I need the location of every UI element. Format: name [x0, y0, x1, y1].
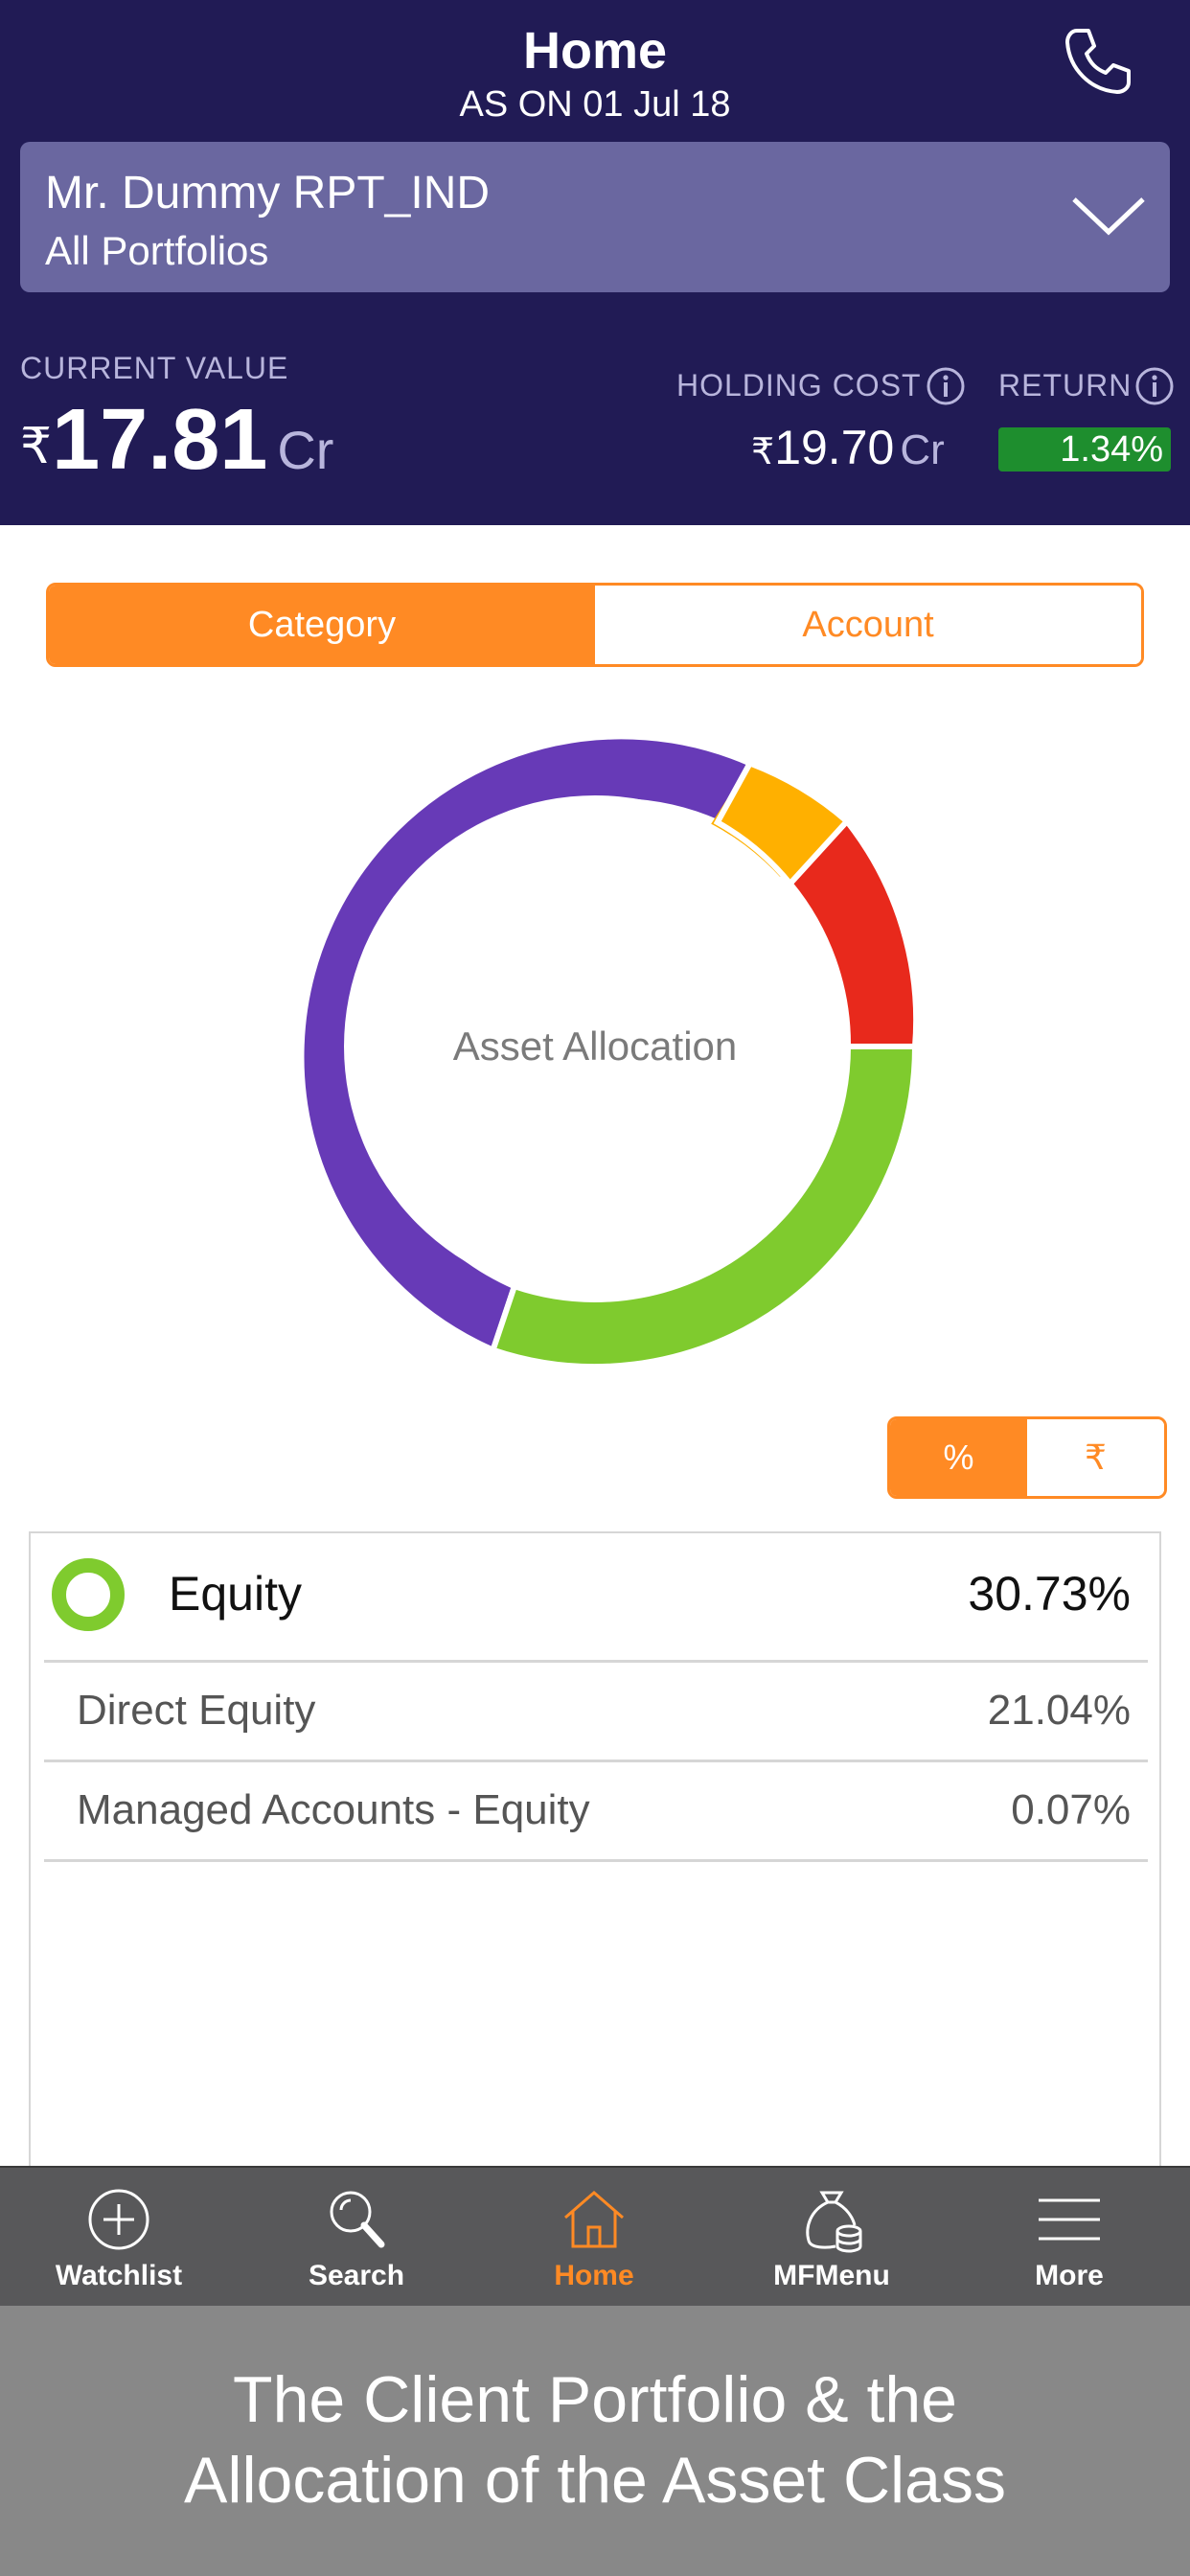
money-bag-icon — [806, 2191, 862, 2253]
caption-line-1: The Client Portfolio & the — [233, 2363, 957, 2436]
donut-segment-green — [489, 1044, 919, 1370]
donut-center-label: Asset Allocation — [453, 1024, 738, 1069]
divider — [44, 1859, 1148, 1862]
holding-cost-unit: Cr — [900, 426, 945, 473]
tab-label: More — [1035, 2260, 1104, 2291]
divider — [44, 1660, 1148, 1663]
tab-watchlist[interactable]: Watchlist — [23, 2168, 215, 2308]
unit-toggle: % ₹ — [887, 1416, 1167, 1499]
tab-category[interactable]: Category — [49, 586, 595, 664]
search-icon — [330, 2191, 385, 2248]
caption-banner: The Client Portfolio & the Allocation of… — [0, 2306, 1190, 2576]
percent-toggle-button[interactable]: % — [890, 1419, 1027, 1496]
list-item-percent: 21.04% — [987, 1687, 1131, 1734]
asset-allocation-donut[interactable]: Asset Allocation — [275, 726, 920, 1370]
rupee-symbol: ₹ — [751, 432, 775, 472]
hamburger-icon — [1039, 2198, 1100, 2241]
tab-label: Home — [554, 2260, 634, 2291]
list-item-percent: 0.07% — [1011, 1786, 1131, 1833]
current-value-label: CURRENT VALUE — [20, 351, 289, 385]
current-value: ₹17.81 Cr — [20, 391, 333, 490]
tab-more[interactable]: More — [973, 2168, 1165, 2308]
tab-mfmenu[interactable]: MFMenu — [736, 2168, 927, 2308]
holding-cost-label: HOLDING COST — [676, 368, 922, 402]
allocation-panel: Equity 30.73% Direct Equity 21.04% Manag… — [29, 1531, 1161, 2183]
plus-circle-icon — [88, 2189, 149, 2250]
category-color-ring — [52, 1558, 125, 1631]
client-name: Mr. Dummy RPT_IND — [45, 168, 491, 218]
as-on-date: AS ON 01 Jul 18 — [459, 84, 731, 125]
current-value-unit: Cr — [277, 420, 334, 480]
bottom-tab-bar: Watchlist Search Home MFMenu — [0, 2166, 1190, 2306]
return-badge: 1.34% — [998, 427, 1171, 472]
list-item-name[interactable]: Managed Accounts - Equity — [77, 1786, 590, 1833]
caption-line-2: Allocation of the Asset Class — [183, 2444, 1006, 2517]
category-name[interactable]: Equity — [169, 1567, 302, 1621]
return-info-icon[interactable] — [1134, 366, 1175, 406]
divider — [44, 1760, 1148, 1762]
donut-segment-orange — [713, 759, 852, 888]
app-header: Home AS ON 01 Jul 18 Mr. Dummy RPT_IND A… — [0, 0, 1190, 525]
tab-search[interactable]: Search — [261, 2168, 452, 2308]
tab-home[interactable]: Home — [498, 2168, 690, 2308]
client-selector[interactable]: Mr. Dummy RPT_IND All Portfolios — [20, 142, 1170, 292]
caption-text: The Client Portfolio & the Allocation of… — [0, 2359, 1190, 2520]
tab-label: MFMenu — [773, 2260, 890, 2291]
portfolio-name: All Portfolios — [45, 228, 269, 273]
current-value-number: 17.81 — [52, 392, 268, 488]
return-label: RETURN — [998, 368, 1133, 402]
list-item-name[interactable]: Direct Equity — [77, 1687, 316, 1734]
donut-hole — [344, 795, 846, 1298]
tab-label: Search — [308, 2260, 405, 2291]
chevron-down-icon[interactable] — [1068, 180, 1149, 249]
tab-account[interactable]: Account — [595, 586, 1141, 664]
page-title: Home — [522, 22, 668, 80]
rupee-toggle-button[interactable]: ₹ — [1027, 1419, 1164, 1496]
holding-cost-number: 19.70 — [774, 421, 895, 474]
view-segment-control: Category Account — [46, 583, 1144, 667]
tab-label: Watchlist — [55, 2260, 183, 2291]
holding-cost-info-icon[interactable] — [926, 366, 966, 406]
category-percent: 30.73% — [968, 1567, 1131, 1621]
rupee-symbol: ₹ — [20, 419, 53, 474]
holding-cost-value: ₹19.70 Cr — [751, 420, 945, 475]
home-icon — [564, 2191, 624, 2248]
phone-icon[interactable] — [1058, 21, 1138, 102]
